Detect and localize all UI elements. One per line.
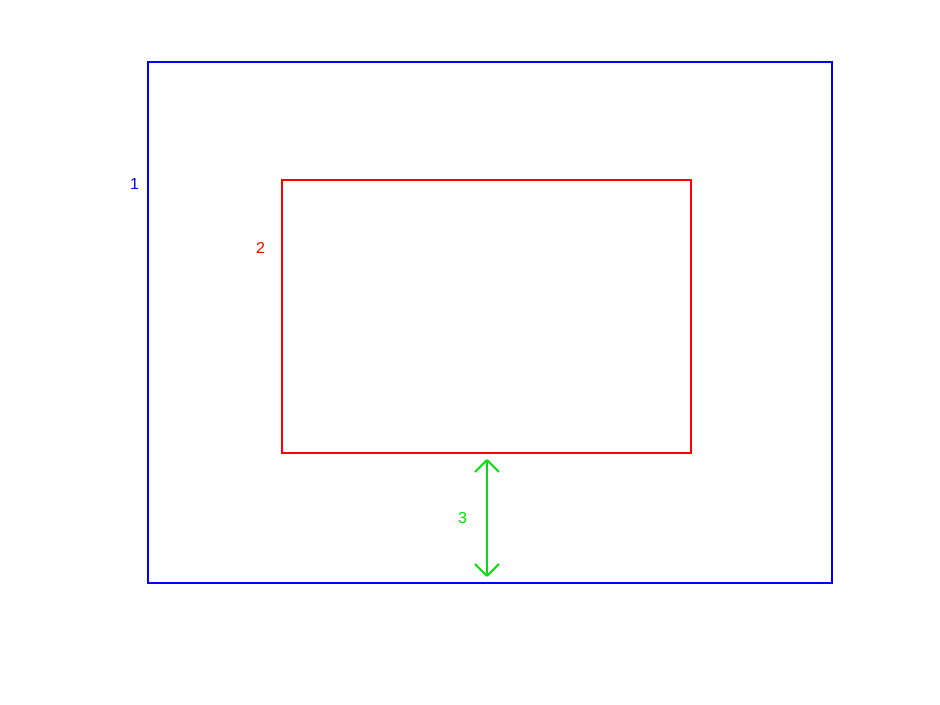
outer-rect — [148, 62, 832, 583]
inner-rect-label: 2 — [256, 240, 265, 258]
diagram-canvas — [0, 0, 940, 705]
outer-rect-label: 1 — [130, 176, 139, 194]
dimension-arrow — [475, 460, 499, 576]
inner-rect — [282, 180, 691, 453]
dimension-arrow-label: 3 — [458, 510, 467, 528]
